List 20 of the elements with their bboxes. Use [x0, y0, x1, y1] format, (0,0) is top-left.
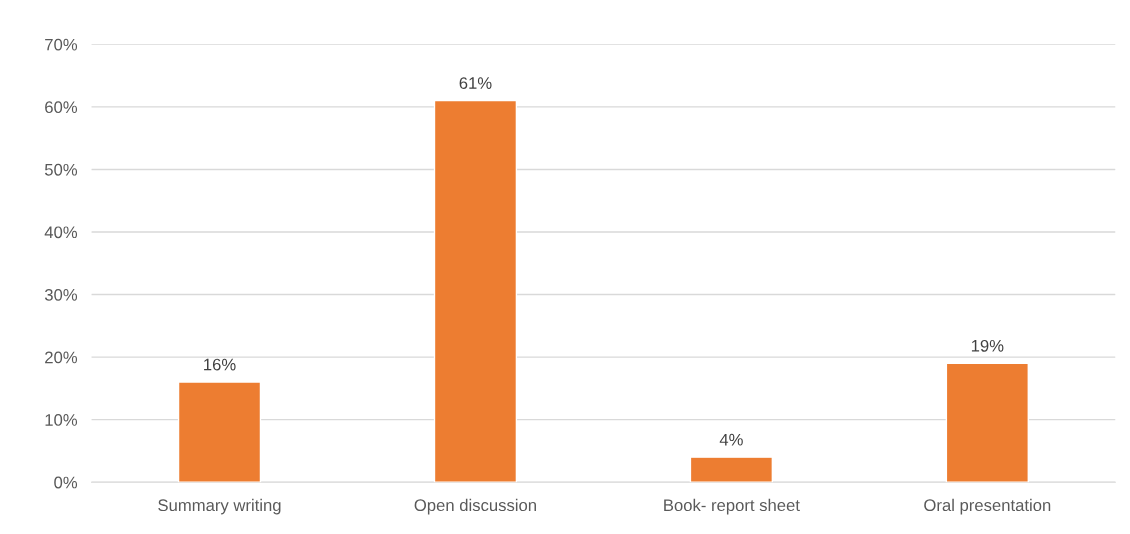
data-label: 61%: [459, 77, 492, 89]
data-label: 19%: [971, 339, 1004, 352]
y-tick-label: 60%: [45, 101, 78, 114]
y-tick-label: 40%: [44, 226, 78, 239]
bar: [689, 456, 774, 483]
y-tick-label: 50%: [44, 163, 78, 176]
y-tick-label: 30%: [44, 288, 78, 301]
data-label: 16%: [204, 358, 236, 371]
bar: [945, 362, 1029, 483]
bar: [177, 381, 262, 483]
y-tick-label: 20%: [45, 351, 78, 364]
bar: [433, 99, 518, 483]
y-tick-label: 10%: [45, 414, 78, 426]
y-tick-label: 0%: [54, 476, 78, 489]
x-tick-label: Oral presentation: [924, 498, 1051, 515]
data-label: 4%: [719, 433, 743, 446]
y-tick-label: 70%: [45, 38, 78, 51]
x-tick-label: Summary writing: [158, 498, 281, 515]
x-tick-label: Book- report sheet: [664, 498, 800, 515]
x-tick-label: Open discussion: [414, 498, 536, 515]
